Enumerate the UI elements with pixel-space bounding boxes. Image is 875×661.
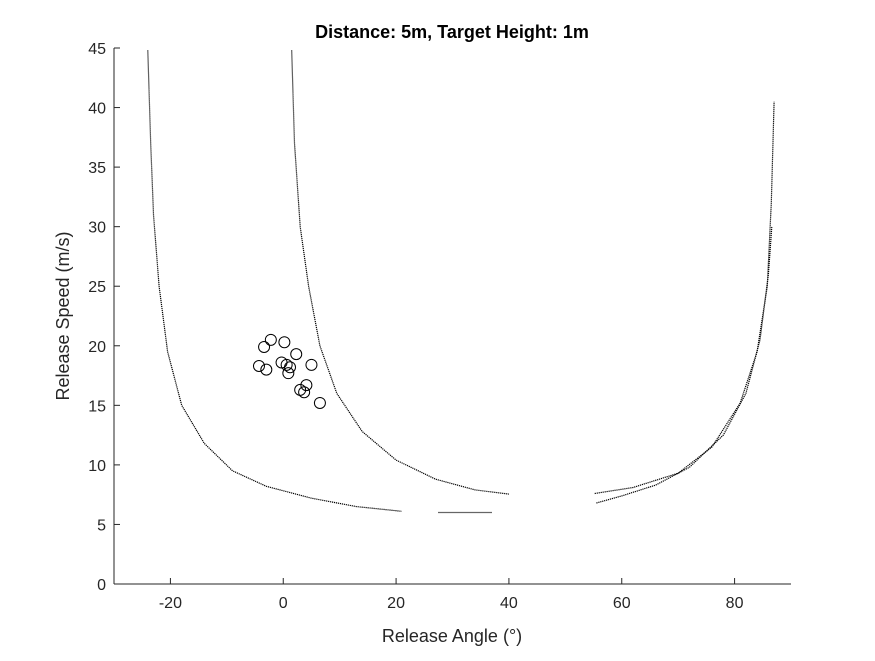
data-point bbox=[284, 361, 297, 374]
y-tick-label: 45 bbox=[88, 41, 106, 58]
data-point bbox=[290, 348, 303, 361]
x-tick-label: 40 bbox=[500, 595, 518, 612]
y-axis-label: Release Speed (m/s) bbox=[53, 231, 73, 400]
y-tick-label: 5 bbox=[97, 517, 106, 534]
plot-area bbox=[114, 48, 791, 584]
data-point bbox=[252, 360, 265, 373]
data-point bbox=[264, 333, 277, 346]
data-point bbox=[258, 340, 271, 353]
y-ticks: 0 5 10 15 20 25 30 35 40 45 bbox=[88, 41, 120, 594]
y-tick-label: 0 bbox=[97, 577, 106, 594]
x-tick-label: 20 bbox=[387, 595, 405, 612]
boundary-curve bbox=[291, 50, 509, 495]
data-point bbox=[305, 358, 318, 371]
data-point bbox=[260, 363, 273, 376]
boundary-curves bbox=[147, 50, 775, 514]
y-tick-label: 15 bbox=[88, 398, 106, 415]
boundary-curve bbox=[594, 101, 775, 495]
data-point bbox=[298, 386, 311, 399]
y-tick-label: 10 bbox=[88, 458, 106, 475]
x-tick-label: 0 bbox=[279, 595, 288, 612]
x-ticks: -20 0 20 40 60 80 bbox=[159, 578, 744, 612]
data-point bbox=[313, 396, 326, 409]
y-tick-label: 20 bbox=[88, 339, 106, 356]
data-points bbox=[252, 333, 326, 409]
y-tick-label: 40 bbox=[88, 101, 106, 118]
boundary-curve bbox=[596, 226, 773, 504]
y-tick-label: 35 bbox=[88, 160, 106, 177]
y-tick-label: 25 bbox=[88, 279, 106, 296]
x-axis-label: Release Angle (°) bbox=[382, 626, 522, 646]
boundary-curve bbox=[147, 50, 402, 512]
x-tick-label: -20 bbox=[159, 595, 182, 612]
data-point bbox=[282, 367, 295, 380]
x-tick-label: 80 bbox=[726, 595, 744, 612]
y-tick-label: 30 bbox=[88, 220, 106, 237]
x-tick-label: 60 bbox=[613, 595, 631, 612]
data-point bbox=[280, 358, 293, 371]
data-point bbox=[278, 336, 291, 349]
axes bbox=[113, 48, 791, 585]
chart-title: Distance: 5m, Target Height: 1m bbox=[315, 22, 589, 42]
data-point bbox=[300, 379, 313, 392]
